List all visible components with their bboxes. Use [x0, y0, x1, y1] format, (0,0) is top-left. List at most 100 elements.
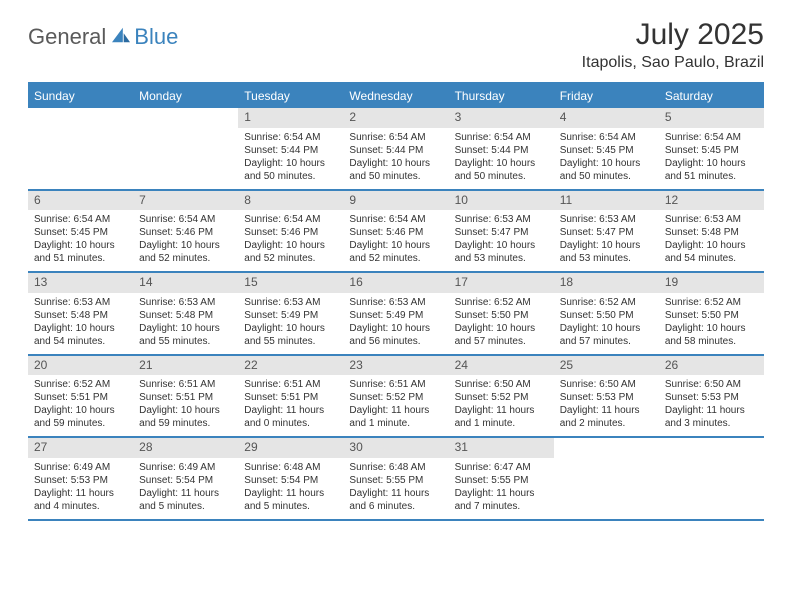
daylight-text: Daylight: 10 hours and 57 minutes. [560, 322, 653, 348]
calendar-cell: 16Sunrise: 6:53 AMSunset: 5:49 PMDayligh… [343, 273, 448, 354]
day-number: 18 [554, 273, 659, 293]
day-number [554, 438, 659, 442]
sunset-text: Sunset: 5:51 PM [244, 391, 337, 404]
calendar-cell: 9Sunrise: 6:54 AMSunset: 5:46 PMDaylight… [343, 191, 448, 272]
sunset-text: Sunset: 5:47 PM [455, 226, 548, 239]
sunset-text: Sunset: 5:46 PM [139, 226, 232, 239]
sunrise-text: Sunrise: 6:53 AM [139, 296, 232, 309]
day-number: 8 [238, 191, 343, 211]
calendar-cell: 14Sunrise: 6:53 AMSunset: 5:48 PMDayligh… [133, 273, 238, 354]
daylight-text: Daylight: 10 hours and 55 minutes. [244, 322, 337, 348]
sunrise-text: Sunrise: 6:53 AM [455, 213, 548, 226]
day-number: 1 [238, 108, 343, 128]
daylight-text: Daylight: 10 hours and 50 minutes. [349, 157, 442, 183]
sunrise-text: Sunrise: 6:52 AM [665, 296, 758, 309]
title-block: July 2025 Itapolis, Sao Paulo, Brazil [582, 18, 764, 72]
daylight-text: Daylight: 10 hours and 56 minutes. [349, 322, 442, 348]
week-row: 13Sunrise: 6:53 AMSunset: 5:48 PMDayligh… [28, 273, 764, 356]
brand-text-general: General [28, 24, 106, 50]
sunrise-text: Sunrise: 6:53 AM [349, 296, 442, 309]
cell-body: Sunrise: 6:53 AMSunset: 5:47 PMDaylight:… [449, 210, 554, 271]
cell-body: Sunrise: 6:47 AMSunset: 5:55 PMDaylight:… [449, 458, 554, 519]
cell-body: Sunrise: 6:51 AMSunset: 5:52 PMDaylight:… [343, 375, 448, 436]
sunset-text: Sunset: 5:45 PM [665, 144, 758, 157]
cell-body: Sunrise: 6:49 AMSunset: 5:53 PMDaylight:… [28, 458, 133, 519]
cell-body: Sunrise: 6:51 AMSunset: 5:51 PMDaylight:… [238, 375, 343, 436]
day-number: 28 [133, 438, 238, 458]
daylight-text: Daylight: 10 hours and 55 minutes. [139, 322, 232, 348]
daylight-text: Daylight: 10 hours and 51 minutes. [665, 157, 758, 183]
week-row: 20Sunrise: 6:52 AMSunset: 5:51 PMDayligh… [28, 356, 764, 439]
sunset-text: Sunset: 5:49 PM [349, 309, 442, 322]
calendar-cell: 25Sunrise: 6:50 AMSunset: 5:53 PMDayligh… [554, 356, 659, 437]
cell-body: Sunrise: 6:53 AMSunset: 5:49 PMDaylight:… [343, 293, 448, 354]
daylight-text: Daylight: 10 hours and 53 minutes. [560, 239, 653, 265]
cell-body: Sunrise: 6:50 AMSunset: 5:53 PMDaylight:… [554, 375, 659, 436]
calendar-cell: 22Sunrise: 6:51 AMSunset: 5:51 PMDayligh… [238, 356, 343, 437]
daylight-text: Daylight: 10 hours and 51 minutes. [34, 239, 127, 265]
sunset-text: Sunset: 5:48 PM [139, 309, 232, 322]
calendar-cell: 29Sunrise: 6:48 AMSunset: 5:54 PMDayligh… [238, 438, 343, 519]
sunset-text: Sunset: 5:55 PM [455, 474, 548, 487]
cell-body: Sunrise: 6:53 AMSunset: 5:48 PMDaylight:… [659, 210, 764, 271]
sunrise-text: Sunrise: 6:52 AM [34, 378, 127, 391]
daylight-text: Daylight: 10 hours and 58 minutes. [665, 322, 758, 348]
day-number [133, 108, 238, 112]
calendar-cell: 7Sunrise: 6:54 AMSunset: 5:46 PMDaylight… [133, 191, 238, 272]
cell-body: Sunrise: 6:52 AMSunset: 5:50 PMDaylight:… [449, 293, 554, 354]
sunset-text: Sunset: 5:47 PM [560, 226, 653, 239]
day-number: 21 [133, 356, 238, 376]
sunrise-text: Sunrise: 6:53 AM [665, 213, 758, 226]
sunset-text: Sunset: 5:50 PM [665, 309, 758, 322]
cell-body: Sunrise: 6:54 AMSunset: 5:44 PMDaylight:… [238, 128, 343, 189]
daylight-text: Daylight: 10 hours and 54 minutes. [34, 322, 127, 348]
day-number: 2 [343, 108, 448, 128]
month-title: July 2025 [582, 18, 764, 52]
sunset-text: Sunset: 5:48 PM [34, 309, 127, 322]
sunrise-text: Sunrise: 6:47 AM [455, 461, 548, 474]
brand-sail-icon [110, 26, 132, 44]
day-number: 20 [28, 356, 133, 376]
cell-body: Sunrise: 6:48 AMSunset: 5:55 PMDaylight:… [343, 458, 448, 519]
sunset-text: Sunset: 5:44 PM [455, 144, 548, 157]
sunset-text: Sunset: 5:48 PM [665, 226, 758, 239]
sunrise-text: Sunrise: 6:51 AM [244, 378, 337, 391]
daylight-text: Daylight: 11 hours and 0 minutes. [244, 404, 337, 430]
calendar-cell: 8Sunrise: 6:54 AMSunset: 5:46 PMDaylight… [238, 191, 343, 272]
calendar-cell: 6Sunrise: 6:54 AMSunset: 5:45 PMDaylight… [28, 191, 133, 272]
sunrise-text: Sunrise: 6:49 AM [34, 461, 127, 474]
sunrise-text: Sunrise: 6:50 AM [665, 378, 758, 391]
sunset-text: Sunset: 5:45 PM [34, 226, 127, 239]
day-headers-row: Sunday Monday Tuesday Wednesday Thursday… [28, 84, 764, 108]
sunset-text: Sunset: 5:53 PM [560, 391, 653, 404]
cell-body: Sunrise: 6:50 AMSunset: 5:52 PMDaylight:… [449, 375, 554, 436]
day-number: 5 [659, 108, 764, 128]
daylight-text: Daylight: 11 hours and 5 minutes. [244, 487, 337, 513]
calendar-cell: 27Sunrise: 6:49 AMSunset: 5:53 PMDayligh… [28, 438, 133, 519]
sunset-text: Sunset: 5:51 PM [139, 391, 232, 404]
cell-body: Sunrise: 6:54 AMSunset: 5:46 PMDaylight:… [343, 210, 448, 271]
sunrise-text: Sunrise: 6:54 AM [349, 213, 442, 226]
calendar-cell: 3Sunrise: 6:54 AMSunset: 5:44 PMDaylight… [449, 108, 554, 189]
calendar-cell: 18Sunrise: 6:52 AMSunset: 5:50 PMDayligh… [554, 273, 659, 354]
day-number: 30 [343, 438, 448, 458]
day-number: 3 [449, 108, 554, 128]
day-number [28, 108, 133, 112]
cell-body: Sunrise: 6:53 AMSunset: 5:48 PMDaylight:… [28, 293, 133, 354]
day-number: 27 [28, 438, 133, 458]
sunrise-text: Sunrise: 6:50 AM [455, 378, 548, 391]
cell-body: Sunrise: 6:54 AMSunset: 5:45 PMDaylight:… [554, 128, 659, 189]
day-header-thursday: Thursday [449, 84, 554, 108]
sunrise-text: Sunrise: 6:54 AM [244, 213, 337, 226]
sunrise-text: Sunrise: 6:52 AM [455, 296, 548, 309]
day-number: 16 [343, 273, 448, 293]
cell-body: Sunrise: 6:54 AMSunset: 5:45 PMDaylight:… [659, 128, 764, 189]
calendar-cell [554, 438, 659, 519]
sunset-text: Sunset: 5:49 PM [244, 309, 337, 322]
day-header-tuesday: Tuesday [238, 84, 343, 108]
daylight-text: Daylight: 10 hours and 50 minutes. [244, 157, 337, 183]
day-number: 15 [238, 273, 343, 293]
day-number: 17 [449, 273, 554, 293]
sunset-text: Sunset: 5:53 PM [34, 474, 127, 487]
header: General Blue July 2025 Itapolis, Sao Pau… [28, 18, 764, 72]
